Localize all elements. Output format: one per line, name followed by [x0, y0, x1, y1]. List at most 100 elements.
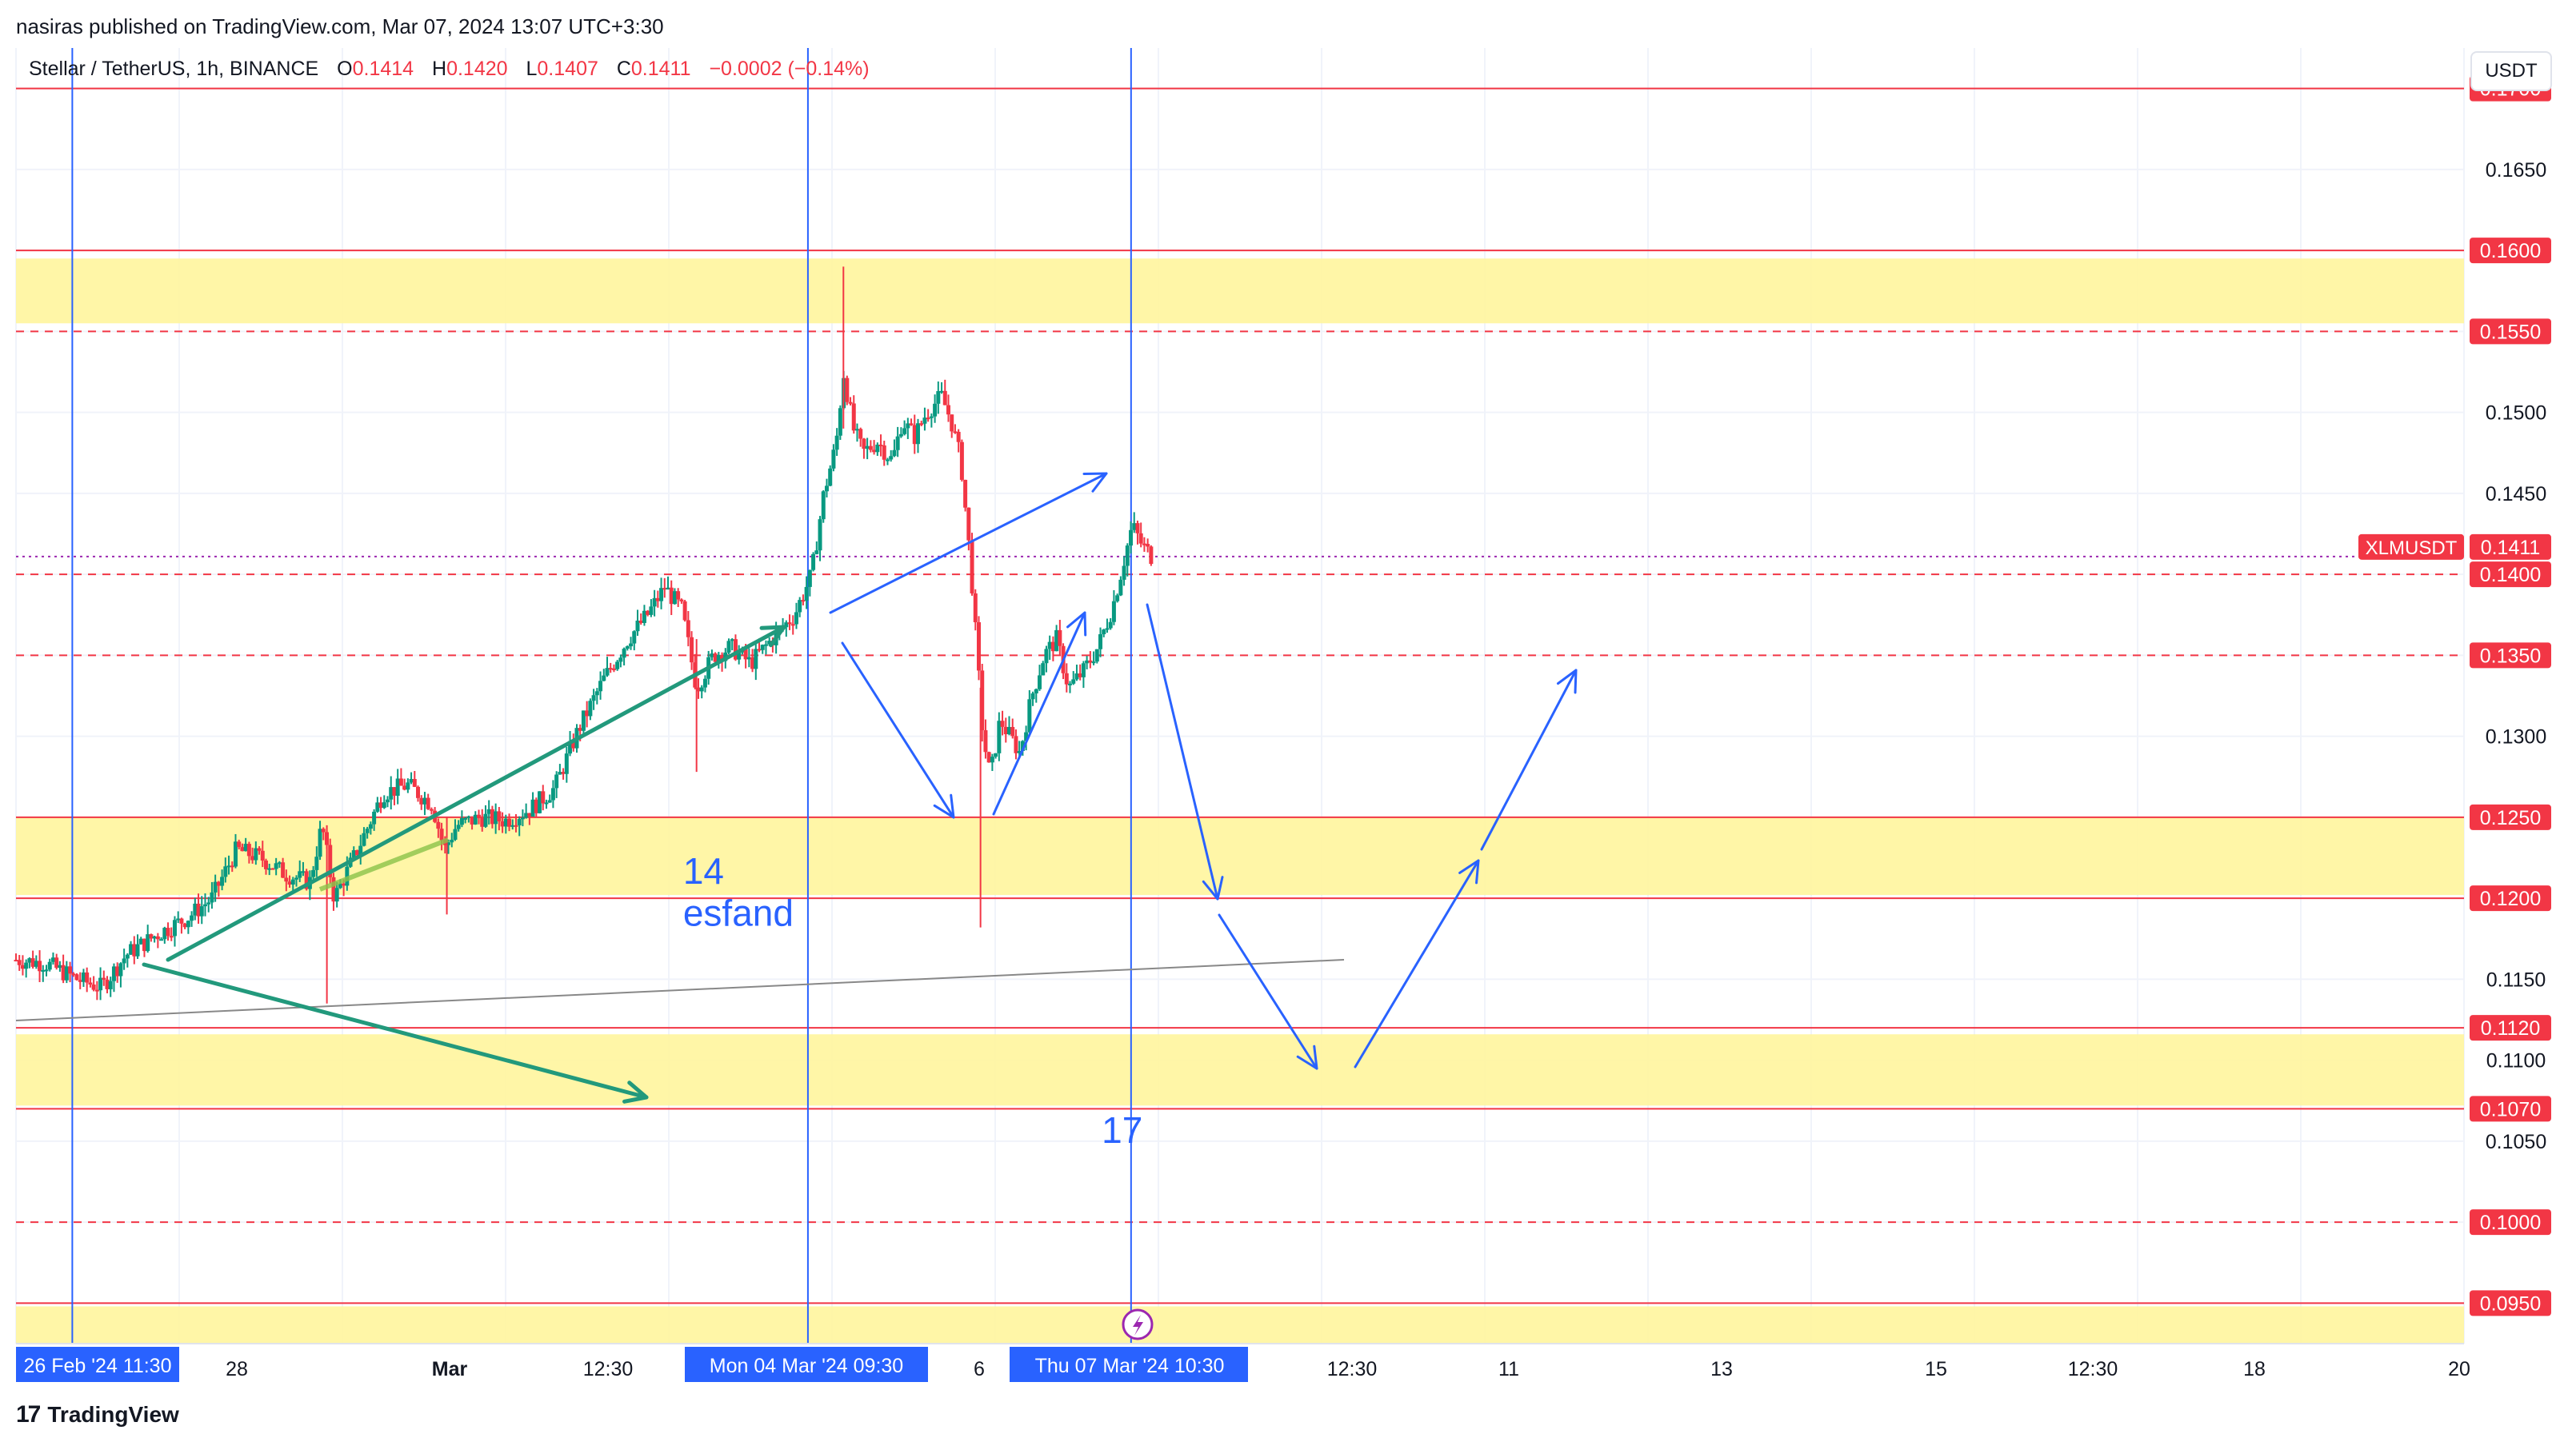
candle-body: [365, 829, 370, 833]
blue-arrow-6: [1354, 859, 1480, 1069]
candle-body: [679, 599, 684, 601]
candle-body: [862, 438, 866, 449]
candle-body: [20, 965, 25, 969]
candle-body: [659, 588, 664, 601]
candle-body: [446, 842, 451, 845]
candle-body: [402, 785, 407, 790]
candle-body: [176, 918, 181, 921]
candle-body: [858, 429, 863, 439]
zone-band: [16, 1306, 2464, 1344]
candle-body: [409, 779, 414, 783]
blue-arrow-5-head: [1296, 1045, 1318, 1070]
candle-body: [915, 423, 920, 445]
candle-body: [652, 597, 657, 607]
candle-body: [406, 782, 410, 790]
symbol-title[interactable]: Stellar / TetherUS, 1h, BINANCE: [29, 58, 319, 80]
published-info: nasiras published on TradingView.com, Ma…: [16, 14, 664, 38]
candle-body: [450, 839, 454, 843]
candle-body: [851, 403, 856, 431]
candle-body: [746, 657, 751, 660]
price-axis[interactable]: 0.1650 0.1500 0.1450 0.1300 0.1150 0.1100 0.10…: [2358, 75, 2551, 1316]
candle-body: [1010, 727, 1015, 737]
candle-body: [831, 449, 836, 469]
candle-body: [186, 921, 190, 928]
candle-body: [524, 813, 529, 818]
candle-body: [331, 877, 336, 902]
candle-body: [1030, 693, 1035, 700]
candle-body: [503, 818, 508, 827]
blue-arrow-5: [1218, 913, 1318, 1070]
candle-body: [821, 491, 826, 520]
candle-body: [398, 778, 403, 786]
candle-body: [395, 778, 400, 796]
candle-body: [956, 431, 961, 442]
candle-body: [368, 824, 373, 829]
candle-body: [605, 668, 610, 676]
level-price-tag: [2470, 642, 2551, 669]
candle-body: [125, 954, 130, 959]
current-price-label: 0.1411: [2481, 537, 2541, 559]
candle-body: [459, 818, 464, 825]
candle-body: [912, 425, 917, 445]
blue-arrow-4-head: [1202, 876, 1224, 901]
candle-body: [798, 600, 802, 613]
blue-arrow-2: [841, 641, 955, 819]
candle-body: [959, 441, 964, 480]
candle-body: [611, 668, 616, 670]
blue-arrow-6-head: [1458, 859, 1480, 885]
candle-body: [635, 620, 640, 632]
candle-body: [338, 883, 342, 889]
candle-body: [1146, 544, 1150, 547]
candle-body: [284, 877, 289, 882]
green-up-arrow: [166, 625, 786, 962]
level-price-tag: [2470, 1290, 2551, 1316]
candle-body: [889, 456, 894, 460]
candle-body: [794, 612, 798, 625]
candle-body: [929, 416, 934, 418]
time-tick: 12:30: [583, 1358, 634, 1380]
trend-line-gray: [15, 959, 1345, 1021]
candle-body: [743, 648, 748, 660]
candle-body: [824, 485, 829, 492]
time-axis[interactable]: 28 Mar 12:30 6 12:30 11 13 15 12:30 18 20 26 Feb '2…: [16, 1308, 2470, 1382]
blue-arrow-4: [1146, 603, 1219, 901]
candle-body: [970, 540, 974, 593]
candle-body: [270, 868, 275, 870]
candle-body: [477, 814, 482, 818]
candle-body: [926, 417, 930, 420]
candle-body: [1094, 649, 1099, 662]
candle-body: [71, 973, 76, 976]
candle-body: [155, 936, 160, 940]
candle-body: [980, 670, 985, 731]
candle-body: [686, 620, 690, 637]
tradingview-footer[interactable]: 17 TradingView: [16, 1401, 179, 1428]
currency-button[interactable]: USDT: [2470, 51, 2552, 91]
candle-body: [237, 841, 242, 848]
level-price-label: 0.1070: [2480, 1098, 2541, 1120]
candle-body: [102, 977, 106, 980]
candle-body: [287, 881, 292, 885]
candle-body: [50, 957, 55, 962]
candle-body: [804, 586, 809, 601]
candle-body: [453, 829, 458, 840]
level-price-tag: [2470, 238, 2551, 264]
candle-body: [848, 401, 853, 404]
candle-body: [263, 861, 268, 869]
candle-body: [202, 904, 207, 907]
candle-body: [550, 788, 555, 801]
candle-body: [581, 710, 586, 731]
time-tick: Mar: [432, 1358, 468, 1380]
candle-body: [1024, 732, 1029, 741]
candle-body: [98, 977, 103, 991]
candle-body: [646, 610, 650, 615]
candle-body: [166, 928, 170, 937]
candle-body: [618, 657, 623, 662]
candle-body: [1098, 634, 1103, 649]
candle-body: [1091, 661, 1096, 664]
candle-body: [933, 403, 938, 417]
candle-body: [666, 587, 670, 590]
blue-arrow-3-head: [1066, 611, 1087, 637]
candle-body: [230, 865, 234, 868]
zone-band: [16, 817, 2464, 896]
